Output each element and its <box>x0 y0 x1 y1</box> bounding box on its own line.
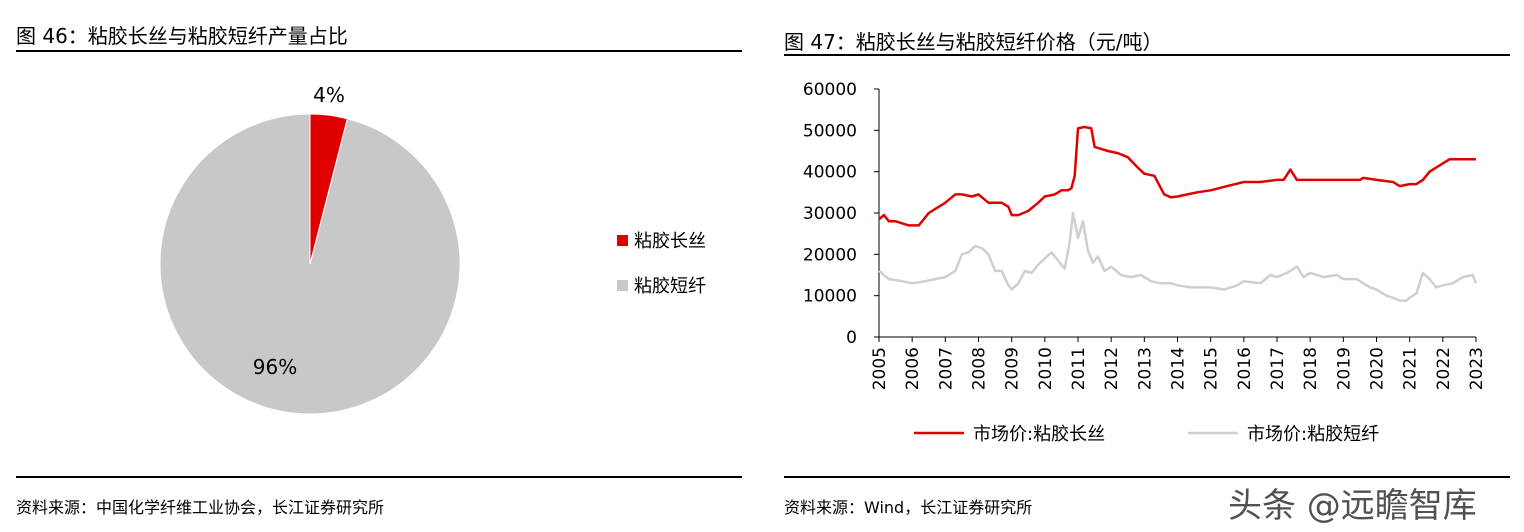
x-tick-label: 2020 <box>1368 347 1388 390</box>
y-tick-label: 50000 <box>803 121 857 141</box>
legend-swatch-staple <box>617 280 628 291</box>
x-tick-label: 2021 <box>1401 347 1421 390</box>
x-tick-label: 2012 <box>1102 347 1122 390</box>
x-tick-label: 2006 <box>903 347 923 390</box>
x-tick-label: 2007 <box>936 347 956 390</box>
y-tick-label: 30000 <box>803 204 857 224</box>
figure-47-top-rule <box>784 54 1510 56</box>
y-tick-label: 60000 <box>803 80 857 100</box>
y-axis: 0 10000 20000 30000 40000 50000 60000 <box>803 80 880 348</box>
x-tick-label: 2022 <box>1434 347 1454 390</box>
legend-label-staple-price: 市场价:粘胶短纤 <box>1247 424 1379 445</box>
y-tick-label: 10000 <box>803 287 857 307</box>
figure-46-bottom-rule <box>16 476 742 478</box>
series-layer <box>878 125 1478 302</box>
x-tick-label: 2008 <box>970 347 990 390</box>
x-tick-label: 2019 <box>1334 347 1354 390</box>
x-axis: 2005 2006 2007 2008 2009 2010 2011 2012 2013 2014… <box>870 336 1487 390</box>
figure-47-source: 资料来源：Wind，长江证券研究所 <box>784 498 1033 517</box>
x-tick-label: 2014 <box>1169 347 1189 390</box>
x-tick-label: 2009 <box>1003 347 1023 390</box>
legend-swatch-filament <box>617 235 628 246</box>
figure-46-source: 资料来源：中国化学纤维工业协会，长江证券研究所 <box>16 498 385 517</box>
pie-slice-filament <box>309 113 348 265</box>
x-tick-label: 2023 <box>1467 347 1487 390</box>
x-tick-label: 2015 <box>1202 347 1222 390</box>
legend-label-filament-price: 市场价:粘胶长丝 <box>973 424 1105 445</box>
pie-label-filament: 4% <box>313 83 345 107</box>
x-tick-label: 2011 <box>1069 347 1089 390</box>
figure-46-panel: 图 46：粘胶长丝与粘胶短纤产量占比 4% 96% 粘胶长丝 粘胶短纤 资料来源… <box>0 0 752 532</box>
legend-label-staple: 粘胶短纤 <box>634 276 706 297</box>
pie-label-staple: 96% <box>253 355 297 379</box>
x-tick-label: 2016 <box>1235 347 1255 390</box>
figure-47-panel: 图 47：粘胶长丝与粘胶短纤价格（元/吨） 0 10000 20000 30000 40… <box>770 0 1524 532</box>
series-line-filament <box>878 125 1476 227</box>
watermark: 头条 @远瞻智库 <box>1228 486 1477 526</box>
y-tick-label: 20000 <box>803 245 857 265</box>
x-tick-label: 2005 <box>870 347 890 390</box>
legend-label-filament: 粘胶长丝 <box>634 231 706 252</box>
figure-46-title: 图 46：粘胶长丝与粘胶短纤产量占比 <box>16 24 348 48</box>
figure-46-top-rule <box>16 50 742 52</box>
x-tick-label: 2013 <box>1135 347 1155 390</box>
figure-47-bottom-rule <box>784 476 1510 478</box>
x-tick-label: 2018 <box>1301 347 1321 390</box>
figure-47-title: 图 47：粘胶长丝与粘胶短纤价格（元/吨） <box>784 30 1163 54</box>
y-tick-label: 40000 <box>803 163 857 183</box>
x-tick-label: 2017 <box>1268 347 1288 390</box>
x-tick-label: 2010 <box>1036 347 1056 390</box>
pie-chart: 4% 96% 粘胶长丝 粘胶短纤 <box>159 83 706 415</box>
line-chart: 0 10000 20000 30000 40000 50000 60000 2005 2006… <box>803 80 1487 445</box>
series-line-staple <box>878 211 1478 302</box>
y-tick-label: 0 <box>846 328 857 348</box>
